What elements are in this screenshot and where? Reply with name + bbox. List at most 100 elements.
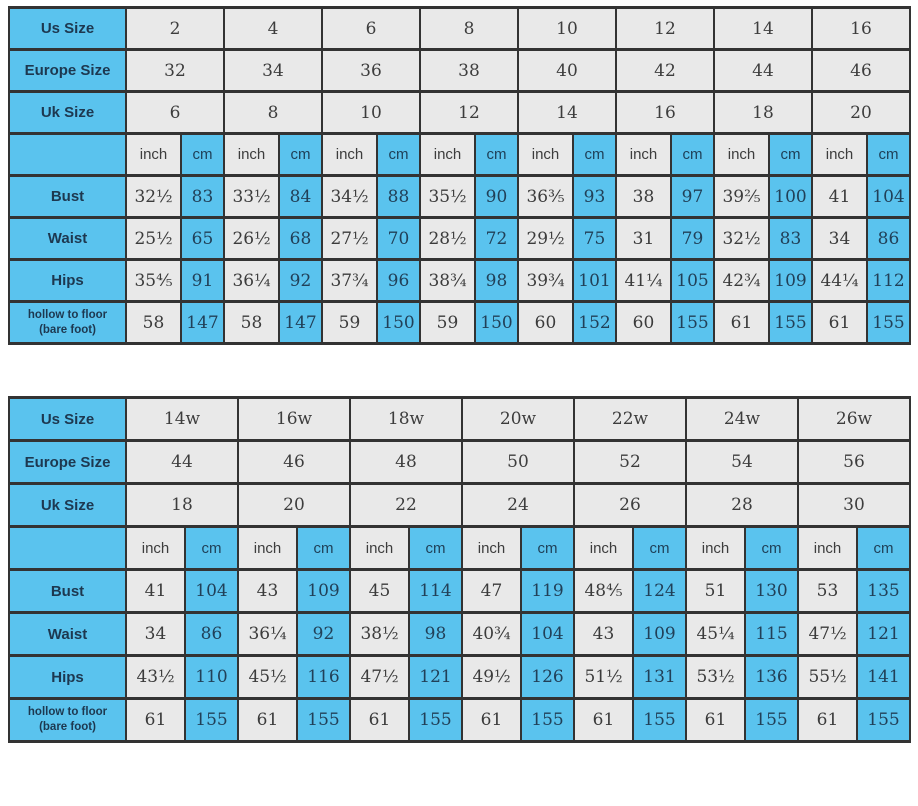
inch-header-cell: inch	[321, 132, 378, 177]
inch-value-cell: 38	[615, 174, 672, 219]
cm-value-cell: 152	[572, 300, 617, 345]
row-label-cell: Hips	[8, 258, 127, 303]
inch-value-cell: 29½	[517, 216, 574, 261]
cm-header-cell: cm	[184, 525, 239, 571]
inch-value-cell: 47	[461, 568, 522, 614]
size-value-cell: 14	[517, 90, 617, 135]
size-value-cell: 40	[517, 48, 617, 93]
size-value-cell: 34	[223, 48, 323, 93]
cm-value-cell: 96	[376, 258, 421, 303]
cm-header-cell: cm	[744, 525, 799, 571]
size-value-cell: 20	[237, 482, 351, 528]
unit-header-row: inch cm inch cm inch cm inch cm inch cm inch cm inch…	[8, 132, 911, 177]
size-value-cell: 14w	[125, 396, 239, 442]
row-label-cell: Us Size	[8, 396, 127, 442]
size-value-cell: 30	[797, 482, 911, 528]
measurement-row: Waist 34 86 36¼ 92 38½ 98 40¾ 104 43 109 45¼ 115 47½ 1…	[8, 611, 911, 657]
cm-value-cell: 84	[278, 174, 323, 219]
inch-value-cell: 28½	[419, 216, 476, 261]
inch-header-cell: inch	[615, 132, 672, 177]
inch-value-cell: 51½	[573, 654, 634, 700]
measurement-row: hollow to floor (bare foot) 61 155 61 155 61 1…	[8, 697, 911, 743]
cm-header-cell: cm	[572, 132, 617, 177]
size-value-cell: 6	[321, 6, 421, 51]
inch-value-cell: 43	[573, 611, 634, 657]
inch-value-cell: 34	[811, 216, 868, 261]
cm-value-cell: 104	[866, 174, 911, 219]
inch-value-cell: 39⅖	[713, 174, 770, 219]
row-label-cell: Hips	[8, 654, 127, 700]
inch-value-cell: 38¾	[419, 258, 476, 303]
inch-value-cell: 34½	[321, 174, 378, 219]
cm-value-cell: 155	[184, 697, 239, 743]
inch-header-cell: inch	[419, 132, 476, 177]
cm-value-cell: 155	[768, 300, 813, 345]
cm-header-cell: cm	[376, 132, 421, 177]
inch-header-cell: inch	[125, 132, 182, 177]
size-chart-page: Us Size 2 4 6 8 10 12 14 16 Europe Size 32 34 36 38 40…	[0, 6, 918, 806]
size-value-cell: 20	[811, 90, 911, 135]
row-label-cell: Europe Size	[8, 439, 127, 485]
size-value-cell: 18	[125, 482, 239, 528]
size-value-cell: 54	[685, 439, 799, 485]
cm-header-cell: cm	[520, 525, 575, 571]
size-value-cell: 56	[797, 439, 911, 485]
inch-value-cell: 48⅘	[573, 568, 634, 614]
cm-value-cell: 109	[296, 568, 351, 614]
inch-value-cell: 55½	[797, 654, 858, 700]
inch-value-cell: 40¾	[461, 611, 522, 657]
row-label-cell: hollow to floor (bare foot)	[8, 300, 127, 345]
measurement-row: Hips 43½ 110 45½ 116 47½ 121 49½ 126 51½ 131 53½ 136…	[8, 654, 911, 700]
size-value-cell: 2	[125, 6, 225, 51]
inch-value-cell: 61	[237, 697, 298, 743]
inch-value-cell: 45¼	[685, 611, 746, 657]
cm-value-cell: 104	[184, 568, 239, 614]
cm-value-cell: 98	[474, 258, 519, 303]
inch-value-cell: 53½	[685, 654, 746, 700]
size-value-cell: 22	[349, 482, 463, 528]
size-value-cell: 44	[125, 439, 239, 485]
cm-header-cell: cm	[768, 132, 813, 177]
cm-value-cell: 93	[572, 174, 617, 219]
cm-value-cell: 130	[744, 568, 799, 614]
cm-value-cell: 136	[744, 654, 799, 700]
size-value-cell: 50	[461, 439, 575, 485]
size-value-cell: 12	[419, 90, 519, 135]
size-row: Uk Size 18 20 22 24 26 28 30	[8, 482, 911, 528]
size-row: Us Size 2 4 6 8 10 12 14 16	[8, 6, 911, 51]
size-value-cell: 44	[713, 48, 813, 93]
inch-value-cell: 34	[125, 611, 186, 657]
inch-value-cell: 60	[517, 300, 574, 345]
inch-value-cell: 58	[223, 300, 280, 345]
inch-value-cell: 38½	[349, 611, 410, 657]
inch-value-cell: 61	[461, 697, 522, 743]
inch-value-cell: 58	[125, 300, 182, 345]
cm-header-cell: cm	[180, 132, 225, 177]
size-value-cell: 16	[615, 90, 715, 135]
size-value-cell: 14	[713, 6, 813, 51]
inch-value-cell: 36¼	[223, 258, 280, 303]
size-value-cell: 16w	[237, 396, 351, 442]
cm-value-cell: 150	[474, 300, 519, 345]
size-value-cell: 16	[811, 6, 911, 51]
cm-value-cell: 70	[376, 216, 421, 261]
size-value-cell: 18	[713, 90, 813, 135]
row-label-cell: Europe Size	[8, 48, 127, 93]
size-row: Uk Size 6 8 10 12 14 16 18 20	[8, 90, 911, 135]
inch-value-cell: 49½	[461, 654, 522, 700]
cm-value-cell: 88	[376, 174, 421, 219]
size-value-cell: 24	[461, 482, 575, 528]
inch-header-cell: inch	[349, 525, 410, 571]
cm-value-cell: 72	[474, 216, 519, 261]
size-value-cell: 20w	[461, 396, 575, 442]
cm-value-cell: 104	[520, 611, 575, 657]
cm-value-cell: 112	[866, 258, 911, 303]
cm-value-cell: 110	[184, 654, 239, 700]
cm-value-cell: 155	[296, 697, 351, 743]
cm-value-cell: 155	[408, 697, 463, 743]
cm-value-cell: 155	[866, 300, 911, 345]
inch-value-cell: 51	[685, 568, 746, 614]
size-value-cell: 26	[573, 482, 687, 528]
inch-value-cell: 61	[573, 697, 634, 743]
size-row: Europe Size 44 46 48 50 52 54 56	[8, 439, 911, 485]
